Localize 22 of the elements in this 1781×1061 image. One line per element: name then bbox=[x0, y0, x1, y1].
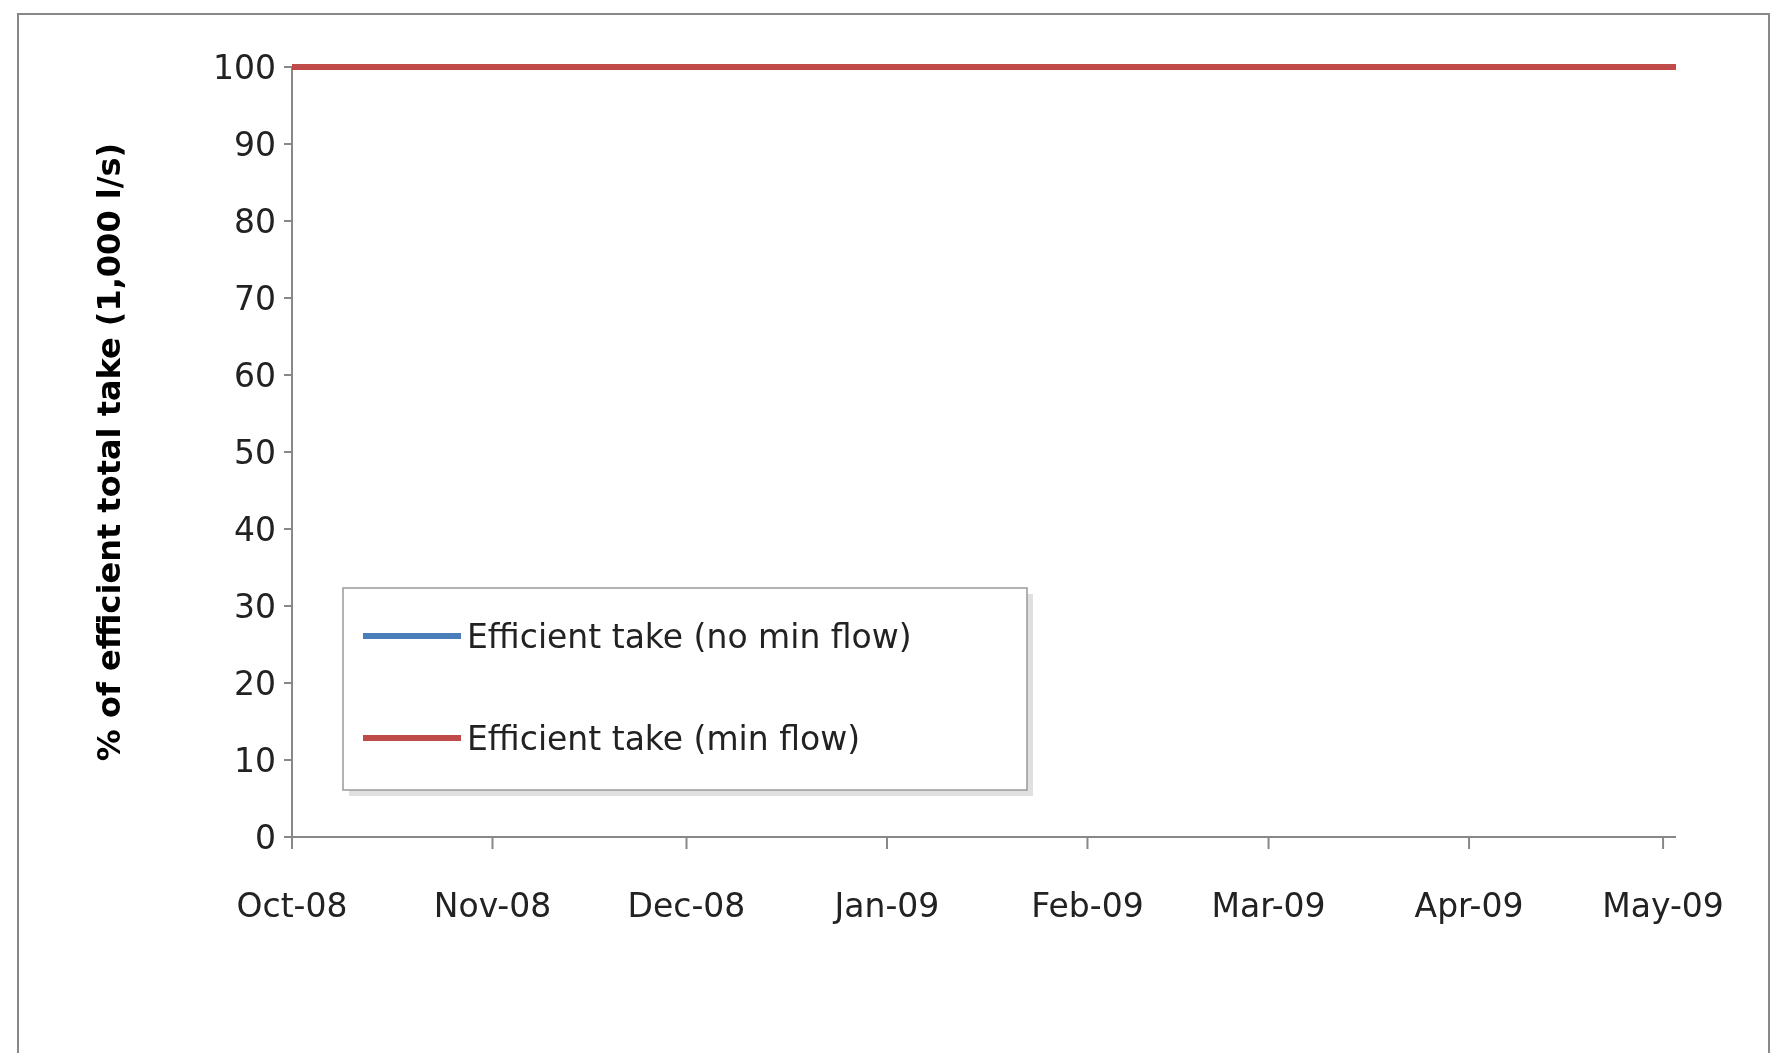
x-tick-label: Apr-09 bbox=[1414, 886, 1524, 925]
y-tick-label: 60 bbox=[234, 355, 276, 395]
x-tick-label: Jan-09 bbox=[832, 886, 940, 925]
y-tick-label: 90 bbox=[234, 124, 276, 164]
legend-label: Efficient take (no min flow) bbox=[467, 616, 912, 656]
y-tick-label: 100 bbox=[213, 47, 276, 87]
x-tick-label: Oct-08 bbox=[236, 886, 348, 925]
y-tick-label: 70 bbox=[234, 278, 276, 318]
x-tick-label: Nov-08 bbox=[433, 886, 552, 925]
y-tick-label: 20 bbox=[234, 663, 276, 703]
legend-label: Efficient take (min flow) bbox=[467, 718, 861, 758]
y-tick-label: 80 bbox=[234, 201, 276, 241]
x-tick-label: May-09 bbox=[1602, 886, 1724, 925]
y-axis-title: % of efficient total take (1,000 l/s) bbox=[90, 142, 128, 762]
y-tick-label: 40 bbox=[234, 509, 276, 549]
x-tick-label: Feb-09 bbox=[1031, 886, 1144, 925]
x-tick-label: Mar-09 bbox=[1211, 886, 1326, 925]
y-tick-label: 50 bbox=[234, 432, 276, 472]
x-tick-label: Dec-08 bbox=[627, 886, 746, 925]
y-tick-label: 10 bbox=[234, 740, 276, 780]
y-tick-label: 0 bbox=[255, 817, 276, 857]
y-tick-label: 30 bbox=[234, 586, 276, 626]
